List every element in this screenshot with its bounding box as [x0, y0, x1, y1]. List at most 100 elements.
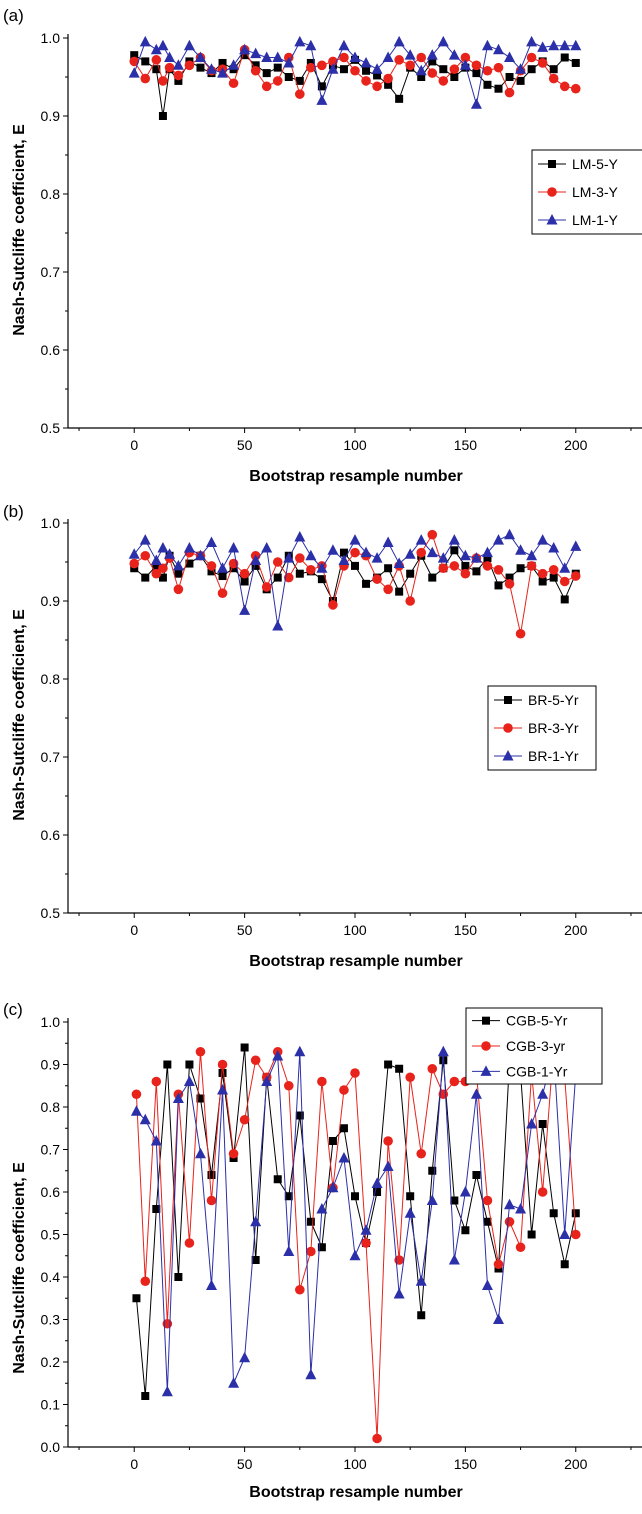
plot-area: 0.5 0.6 0.7 0.8 0.9 1.0 0 50 100 150 200 LM-5-Y LM-3…: [41, 30, 642, 453]
y-tick-label: 0.2: [41, 1354, 61, 1370]
legend-label: LM-1-Y: [572, 212, 619, 228]
data-point: [505, 73, 514, 81]
data-point: [295, 1111, 304, 1120]
data-point: [206, 63, 217, 74]
data-point: [437, 552, 449, 563]
data-point: [549, 573, 558, 582]
data-point: [384, 564, 393, 573]
data-point: [537, 1187, 548, 1197]
data-point: [516, 564, 525, 573]
data-point: [483, 554, 492, 563]
data-point: [494, 84, 503, 93]
data-point: [239, 568, 250, 579]
y-tick-label: 0.8: [41, 1099, 61, 1115]
data-point: [130, 1105, 142, 1116]
data-point: [217, 1084, 229, 1095]
data-point: [206, 1195, 217, 1206]
y-tick-label: 0.1: [41, 1397, 61, 1413]
data-point: [372, 1433, 382, 1444]
data-point: [482, 1195, 493, 1206]
data-point: [141, 573, 150, 582]
data-point: [218, 572, 227, 581]
data-point: [261, 582, 272, 592]
data-point: [139, 1113, 151, 1125]
data-point: [570, 39, 582, 51]
legend-marker: [480, 1065, 492, 1076]
data-point: [526, 1118, 538, 1129]
data-point: [294, 531, 306, 542]
data-point: [261, 541, 273, 553]
data-point: [306, 1217, 315, 1226]
data-point: [305, 39, 317, 51]
data-point: [406, 569, 415, 578]
data-point: [481, 546, 493, 558]
data-point: [251, 1256, 260, 1264]
data-point: [272, 557, 283, 567]
data-point: [405, 596, 415, 606]
data-point: [217, 1059, 228, 1070]
data-point: [482, 65, 493, 76]
data-point: [548, 541, 560, 553]
y-tick-label: 0.6: [41, 827, 61, 843]
data-point: [560, 53, 569, 62]
data-point: [228, 1148, 239, 1159]
data-point: [404, 548, 416, 559]
x-tick-label: 100: [343, 1456, 367, 1472]
data-point: [559, 1228, 571, 1239]
data-point: [295, 1284, 305, 1295]
data-point: [548, 565, 559, 575]
data-point: [158, 573, 167, 582]
data-point: [339, 1085, 349, 1095]
data-point: [460, 52, 471, 63]
data-point: [428, 1166, 437, 1175]
data-point: [240, 577, 249, 586]
data-point: [273, 573, 282, 582]
data-point: [449, 64, 460, 74]
data-point: [251, 61, 260, 70]
data-point: [416, 547, 427, 558]
data-point: [515, 628, 526, 639]
data-point: [526, 549, 538, 561]
data-point: [228, 78, 239, 89]
data-point: [351, 1192, 359, 1201]
data-point: [140, 550, 151, 561]
data-point: [152, 65, 161, 74]
data-point: [493, 62, 504, 73]
legend-label: CGB-1-Yr: [506, 1063, 568, 1079]
data-point: [448, 49, 460, 60]
data-point: [549, 65, 558, 74]
data-point: [338, 1152, 350, 1163]
data-point: [571, 58, 580, 67]
data-point: [384, 1060, 393, 1069]
y-tick-label: 0.6: [41, 342, 61, 358]
x-tick-label: 100: [343, 922, 367, 938]
data-point: [262, 69, 271, 78]
legend-marker: [546, 214, 558, 225]
data-point: [327, 544, 339, 555]
data-point: [428, 57, 437, 66]
data-point: [283, 552, 295, 563]
data-point: [150, 43, 162, 55]
data-point: [438, 563, 449, 574]
data-point: [515, 1242, 526, 1253]
data-point: [306, 62, 316, 73]
data-point: [283, 56, 295, 68]
data-point: [250, 65, 261, 76]
data-point: [384, 80, 393, 89]
legend-marker: [482, 1016, 490, 1025]
data-point: [404, 49, 416, 60]
data-point: [449, 1076, 460, 1087]
data-point: [158, 112, 167, 120]
data-point: [141, 1392, 150, 1400]
y-tick-label: 0.6: [41, 1184, 61, 1200]
data-point: [537, 568, 548, 579]
data-point: [415, 64, 427, 76]
x-axis-label: Bootstrap resample number: [249, 468, 463, 485]
data-point: [494, 581, 503, 590]
data-point: [449, 561, 460, 571]
y-tick-label: 0.5: [41, 1227, 61, 1243]
data-point: [527, 65, 536, 74]
data-point: [316, 562, 328, 573]
data-point: [207, 1171, 216, 1179]
data-point: [129, 558, 140, 569]
